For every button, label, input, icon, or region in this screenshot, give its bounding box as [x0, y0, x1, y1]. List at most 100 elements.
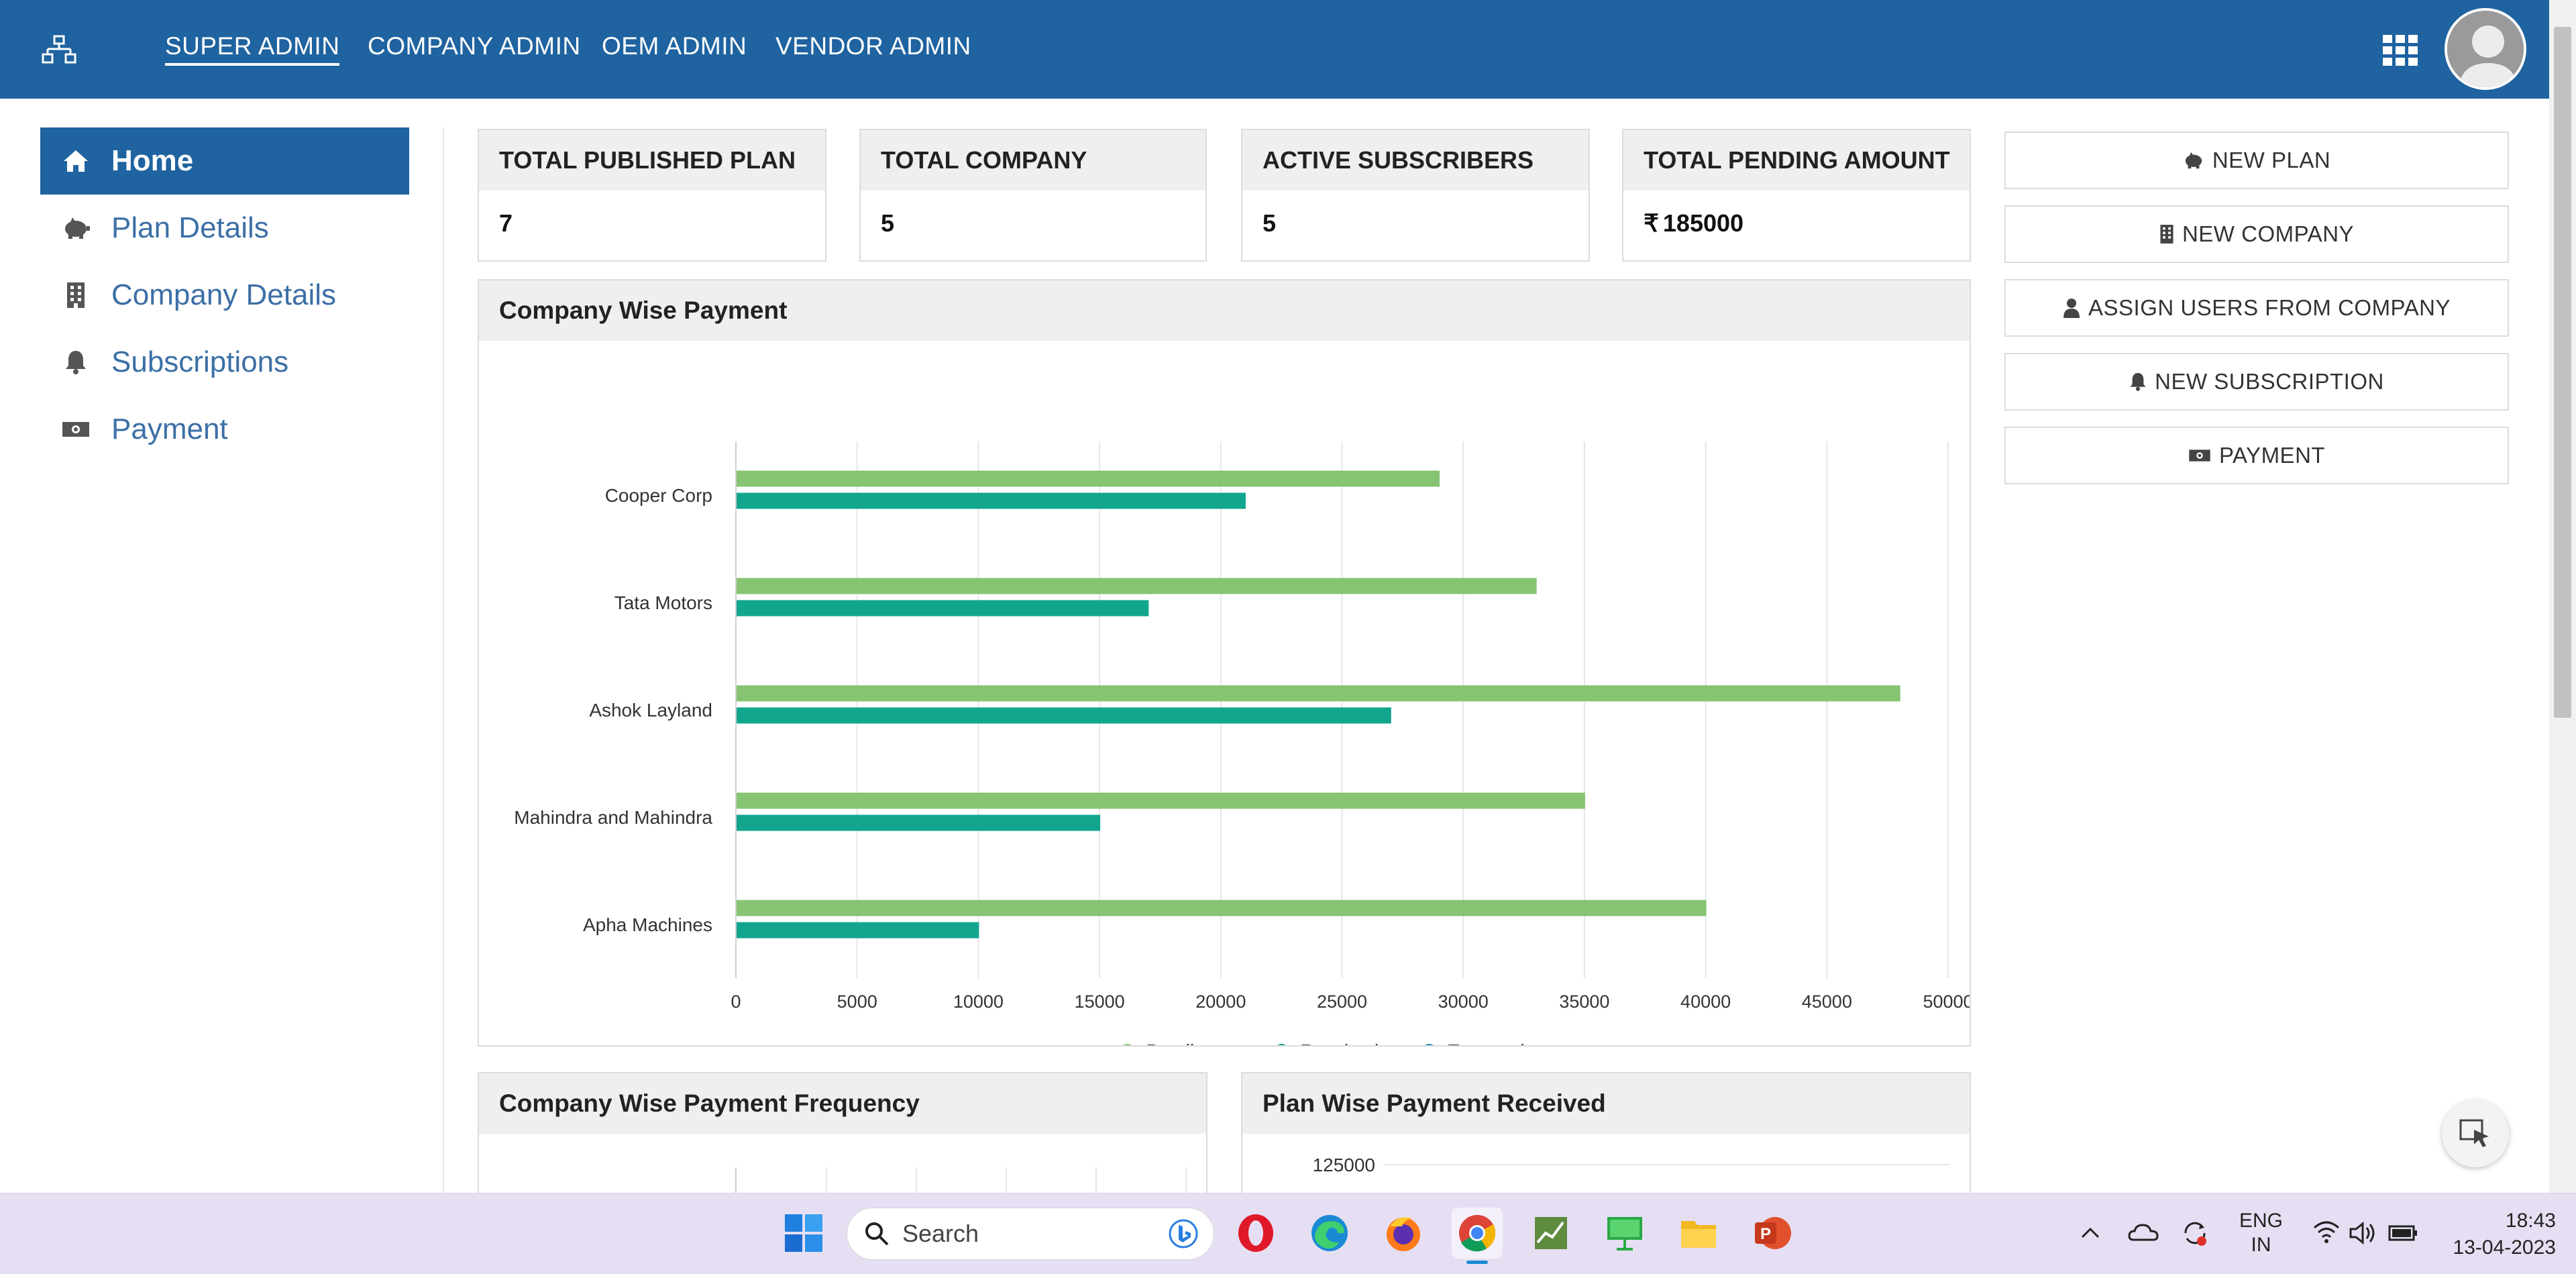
sidebar-item-payment[interactable]: Payment [40, 396, 409, 463]
stat-card-active-subscribers: ACTIVE SUBSCRIBERS 5 [1241, 129, 1590, 262]
tab-company-admin[interactable]: COMPANY ADMIN [368, 32, 581, 60]
windows-taskbar [0, 1193, 2576, 1274]
x-tick-label: 0 [731, 992, 741, 1012]
x-tick-label: 5000 [837, 992, 877, 1012]
clock[interactable]: 18:43 13-04-2023 [2442, 1208, 2556, 1261]
region-code: IN [2251, 1234, 2271, 1256]
sitemap-icon[interactable] [42, 35, 76, 64]
stat-card-pending-amount: TOTAL PENDING AMOUNT ₹ 185000 [1622, 129, 1971, 262]
plan-wise-payment-panel: Plan Wise Payment Received 125000 [1241, 1072, 1971, 1193]
stat-title: TOTAL PUBLISHED PLAN [479, 130, 825, 191]
sidebar-item-label: Plan Details [111, 211, 269, 244]
building-icon [60, 280, 91, 311]
x-tick-label: 45000 [1802, 992, 1852, 1012]
x-tick-label: 25000 [1317, 992, 1367, 1012]
stat-value: 7 [499, 209, 513, 237]
edge-icon[interactable] [1304, 1208, 1355, 1259]
onedrive-icon[interactable] [2128, 1221, 2159, 1244]
wifi-icon[interactable] [2312, 1218, 2341, 1245]
bar-pending [737, 685, 1900, 702]
svg-text:P: P [1760, 1225, 1771, 1243]
payment-frequency-panel: Company Wise Payment Frequency [478, 1072, 1208, 1193]
excel-chart-icon[interactable] [1525, 1208, 1576, 1259]
x-tick-label: 50000 [1923, 992, 1970, 1012]
user-icon [2063, 298, 2080, 318]
volume-icon[interactable] [2348, 1220, 2377, 1246]
bar-pending [737, 470, 1440, 487]
bar-pending [737, 792, 1585, 809]
sidebar-item-home[interactable]: Home [40, 127, 409, 195]
screen-select-button[interactable] [2442, 1100, 2509, 1167]
firefox-icon[interactable] [1378, 1208, 1429, 1259]
clock-date: 13-04-2023 [2453, 1236, 2556, 1259]
page-scrollbar[interactable] [2549, 0, 2576, 1193]
stat-value: 5 [881, 209, 895, 237]
legend-marker [1277, 1044, 1286, 1045]
x-tick-label: 15000 [1075, 992, 1125, 1012]
new-plan-button[interactable]: NEW PLAN [2004, 131, 2509, 189]
sidebar-item-company-details[interactable]: Company Details [40, 262, 409, 329]
presentation-icon[interactable] [1599, 1208, 1650, 1259]
assign-users-button[interactable]: ASSIGN USERS FROM COMPANY [2004, 279, 2509, 337]
scrollbar-thumb[interactable] [2554, 27, 2571, 718]
opera-icon[interactable] [1230, 1208, 1281, 1259]
clock-time: 18:43 [2505, 1210, 2556, 1232]
sync-icon[interactable] [2180, 1218, 2210, 1248]
stat-title: ACTIVE SUBSCRIBERS [1242, 130, 1589, 191]
x-tick-label: 35000 [1559, 992, 1609, 1012]
button-label: NEW SUBSCRIPTION [2155, 369, 2384, 394]
x-tick-label: 40000 [1680, 992, 1731, 1012]
windows-start-icon[interactable] [778, 1208, 829, 1259]
sidebar-item-plan-details[interactable]: Plan Details [40, 195, 409, 262]
search-icon [865, 1222, 889, 1246]
chevron-up-icon[interactable] [2080, 1224, 2101, 1242]
plan-wise-payment-chart: 125000 [1313, 1155, 1949, 1175]
stat-title: TOTAL COMPANY [861, 130, 1205, 191]
bing-icon[interactable] [1168, 1218, 1199, 1249]
apps-grid-icon[interactable] [2381, 34, 2419, 67]
category-label: Mahindra and Mahindra [514, 807, 712, 828]
panel-title: Company Wise Payment Frequency [479, 1073, 1206, 1134]
legend-marker [1425, 1044, 1434, 1045]
chrome-icon[interactable] [1452, 1208, 1503, 1264]
search-placeholder: Search [902, 1220, 979, 1247]
category-label: Apha Machines [583, 914, 712, 935]
piggy-bank-icon [2183, 152, 2204, 169]
file-explorer-icon[interactable] [1673, 1208, 1724, 1259]
sidebar-item-label: Company Details [111, 278, 337, 311]
user-silhouette-icon [2447, 11, 2524, 87]
bell-icon [2129, 372, 2147, 392]
piggy-bank-icon [60, 213, 91, 244]
top-navbar: SUPER ADMIN COMPANY ADMIN OEM ADMIN VEND… [0, 0, 2549, 99]
y-tick-label: 125000 [1313, 1155, 1375, 1175]
new-company-button[interactable]: NEW COMPANY [2004, 205, 2509, 263]
category-label: Tata Motors [614, 592, 712, 613]
battery-icon[interactable] [2388, 1221, 2419, 1244]
tab-oem-admin[interactable]: OEM ADMIN [602, 32, 747, 60]
payment-button[interactable]: PAYMENT [2004, 427, 2509, 484]
stat-value: 5 [1263, 209, 1277, 237]
sidebar-item-subscriptions[interactable]: Subscriptions [40, 329, 409, 396]
button-label: PAYMENT [2218, 443, 2326, 468]
user-avatar[interactable] [2445, 8, 2526, 90]
bar-received [737, 707, 1391, 724]
stat-card-published-plans: TOTAL PUBLISHED PLAN 7 [478, 129, 826, 262]
sidebar-item-label: Home [111, 144, 194, 177]
payment-frequency-chart [735, 1167, 1187, 1193]
powerpoint-icon[interactable]: P [1747, 1208, 1798, 1259]
company-wise-payment-chart: 0 5000 10000 15000 20000 25000 30000 35000 40000… [514, 441, 1970, 1045]
panel-title: Company Wise Payment [479, 280, 1970, 341]
button-label: NEW COMPANY [2182, 221, 2355, 246]
new-subscription-button[interactable]: NEW SUBSCRIPTION [2004, 353, 2509, 411]
sidebar-item-label: Payment [111, 413, 228, 445]
bar-pending [737, 578, 1537, 594]
stat-card-total-company: TOTAL COMPANY 5 [859, 129, 1207, 262]
tab-vendor-admin[interactable]: VENDOR ADMIN [775, 32, 971, 60]
language-indicator[interactable]: ENG IN [2239, 1209, 2283, 1257]
sidebar-divider [443, 127, 444, 1194]
tab-super-admin[interactable]: SUPER ADMIN [165, 32, 340, 66]
taskbar-search-input[interactable]: Search [847, 1208, 1214, 1260]
category-label: Ashok Layland [589, 700, 712, 721]
bar-received [737, 922, 979, 939]
money-icon [60, 414, 91, 445]
